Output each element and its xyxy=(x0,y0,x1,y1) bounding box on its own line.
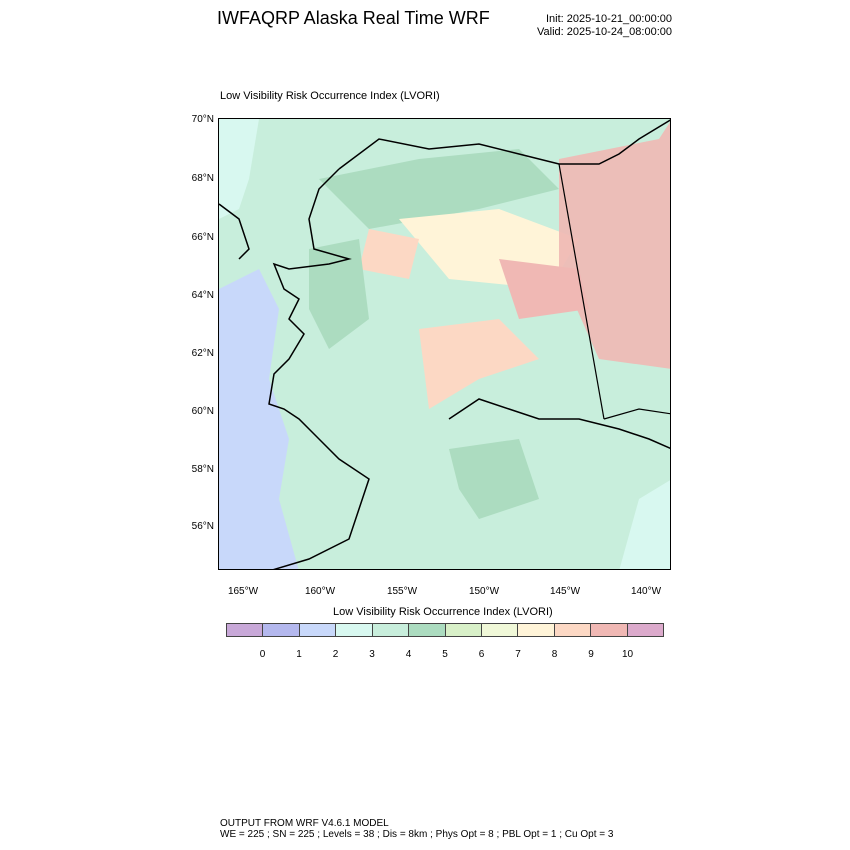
colorbar-label: 3 xyxy=(369,649,375,660)
field-region xyxy=(319,149,559,229)
map-panel xyxy=(218,118,671,570)
colorbar-label: 6 xyxy=(478,649,485,660)
colorbar-label: 4 xyxy=(405,649,412,660)
colorbar-swatch xyxy=(336,624,373,636)
colorbar-label: 10 xyxy=(621,649,634,660)
colorbar-swatch xyxy=(372,624,410,636)
lon-label: 140°W xyxy=(630,586,662,597)
time-info: Init: 2025-10-21_00:00:00 Valid: 2025-10… xyxy=(537,13,672,39)
valid-time: Valid: 2025-10-24_08:00:00 xyxy=(537,26,672,38)
lat-label: 56°N xyxy=(191,521,214,532)
colorbar-swatch xyxy=(227,624,264,636)
lat-label: 66°N xyxy=(191,232,214,243)
lon-label: 150°W xyxy=(468,586,500,597)
field-region xyxy=(219,119,259,219)
colorbar-label: 1 xyxy=(296,649,302,660)
lon-label: 160°W xyxy=(304,586,336,597)
footer-model: OUTPUT FROM WRF V4.6.1 MODEL xyxy=(220,818,389,829)
colorbar-swatch xyxy=(554,624,592,636)
field-region xyxy=(619,480,670,569)
footer: OUTPUT FROM WRF V4.6.1 MODEL WE = 225 ; … xyxy=(220,818,613,840)
colorbar-swatch xyxy=(518,624,555,636)
init-time: Init: 2025-10-21_00:00:00 xyxy=(546,13,672,25)
colorbar-swatch xyxy=(263,624,300,636)
lon-label: 155°W xyxy=(386,586,418,597)
coastline xyxy=(219,119,670,569)
border-line xyxy=(558,163,605,420)
field-region xyxy=(309,239,369,349)
colorbar-label: 8 xyxy=(551,649,558,660)
colorbar xyxy=(226,623,664,637)
field-region xyxy=(419,319,539,409)
field-region xyxy=(499,259,589,319)
plot-title: IWFAQRP Alaska Real Time WRF xyxy=(217,8,490,28)
lat-label: 68°N xyxy=(191,173,214,184)
lat-label: 60°N xyxy=(191,406,214,417)
lat-label: 62°N xyxy=(191,348,214,359)
colorbar-swatch xyxy=(591,624,628,636)
border-line xyxy=(603,408,670,420)
colorbar-swatch xyxy=(627,624,664,636)
colorbar-swatch xyxy=(445,624,482,636)
footer-params: WE = 225 ; SN = 225 ; Levels = 38 ; Dis … xyxy=(220,829,614,840)
lon-label: 145°W xyxy=(549,586,581,597)
colorbar-label: 5 xyxy=(442,649,448,660)
field-title: Low Visibility Risk Occurrence Index (LV… xyxy=(220,90,440,102)
lat-label: 70°N xyxy=(191,114,214,125)
colorbar-title: Low Visibility Risk Occurrence Index (LV… xyxy=(333,606,553,618)
field-region xyxy=(359,229,419,279)
colorbar-label: 0 xyxy=(259,649,266,660)
colorbar-label: 9 xyxy=(588,649,594,660)
lat-label: 58°N xyxy=(191,464,214,475)
colorbar-swatch xyxy=(299,624,337,636)
lon-label: 165°W xyxy=(227,586,259,597)
lat-label: 64°N xyxy=(191,290,214,301)
field-region xyxy=(449,439,539,519)
lvori-field xyxy=(219,119,670,569)
colorbar-swatch xyxy=(481,624,519,636)
colorbar-label: 2 xyxy=(332,649,339,660)
colorbar-swatch xyxy=(409,624,446,636)
ocean-region xyxy=(219,269,299,569)
colorbar-label: 7 xyxy=(515,649,521,660)
